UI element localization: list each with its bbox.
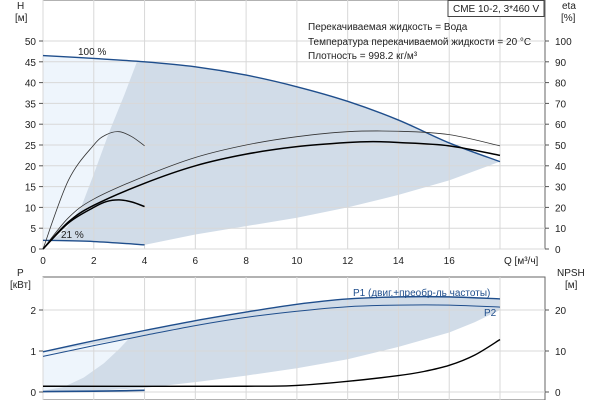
low-speed-area — [43, 55, 137, 241]
y2-tick-label: 20 — [555, 306, 567, 317]
y2-tick-label: 0 — [555, 388, 561, 399]
x-tick-label: 8 — [243, 256, 249, 267]
series-line-npsh — [42, 338, 501, 388]
y-axis-label-h: H — [17, 1, 24, 12]
y2-axis-label-npsh: NPSH — [557, 268, 585, 279]
y2-tick-label: 70 — [555, 99, 567, 110]
series-line-p-21- — [42, 389, 145, 393]
x-axis-label-q: Q [м³/ч] — [504, 256, 539, 267]
y2-tick-label: 100 — [555, 37, 572, 48]
series-line-eta-21-thin — [42, 131, 145, 250]
y-tick-label: 0 — [30, 245, 36, 256]
x-tick-label: 16 — [444, 256, 456, 267]
series-line-h-100- — [42, 54, 501, 163]
y2-tick-label: 80 — [555, 79, 567, 90]
y-tick-label: 10 — [25, 203, 37, 214]
y2-tick-label: 30 — [555, 183, 567, 194]
y2-axis-label-eta: eta — [562, 1, 576, 12]
title-box-text: CME 10-2, 3*460 V — [453, 4, 539, 15]
operating-range-area — [43, 296, 500, 392]
y-tick-label: 2 — [30, 306, 36, 317]
series-line-h-21- — [42, 239, 145, 246]
title-box — [447, 0, 545, 17]
head-efficiency-chart: 0510152025303540455001020304050607080901… — [25, 0, 572, 267]
y-tick-label: 0 — [30, 388, 36, 399]
series-line-eta-100-thick — [42, 140, 501, 250]
x-tick-label: 2 — [91, 256, 97, 267]
y-axis-label-p: P — [17, 268, 24, 279]
y-tick-label: 40 — [25, 79, 37, 90]
x-tick-label: 12 — [342, 256, 354, 267]
y2-tick-label: 40 — [555, 162, 567, 173]
series-line-eta-100-thin — [42, 130, 501, 250]
label-p1: P1 (двиг.+преобр-ль частоты) — [353, 287, 490, 299]
y2-tick-label: 90 — [555, 58, 567, 69]
y-tick-label: 20 — [25, 162, 37, 173]
y2-axis-unit-npsh: [м] — [565, 280, 578, 291]
x-tick-label: 0 — [40, 256, 46, 267]
y-tick-label: 50 — [25, 37, 37, 48]
y2-tick-label: 50 — [555, 141, 567, 152]
y-tick-label: 30 — [25, 120, 37, 131]
y-tick-label: 15 — [25, 183, 37, 194]
annotation-density: Плотность = 998.2 кг/м³ — [308, 51, 418, 62]
x-tick-label: 6 — [193, 256, 199, 267]
y-tick-label: 5 — [30, 224, 36, 235]
series-line-eta-21-thick — [42, 199, 145, 250]
y-tick-label: 25 — [25, 141, 37, 152]
y-axis-unit-h: [м] — [15, 13, 28, 24]
x-tick-label: 4 — [142, 256, 148, 267]
x-tick-label: 10 — [291, 256, 303, 267]
annotation-temperature: Температура перекачиваемой жидкости = 20… — [308, 37, 531, 48]
y-tick-label: 1 — [30, 347, 36, 358]
y2-tick-label: 10 — [555, 224, 567, 235]
y2-tick-label: 20 — [555, 203, 567, 214]
annotation-fluid: Перекачиваемая жидкость = Вода — [308, 22, 468, 33]
label-21-percent: 21 % — [61, 230, 84, 241]
series-line-p1 — [42, 295, 501, 353]
label-100-percent: 100 % — [78, 47, 106, 58]
y2-axis-unit-eta: [%] — [561, 13, 576, 24]
y2-tick-label: 0 — [555, 245, 561, 256]
y2-tick-label: 60 — [555, 120, 567, 131]
x-tick-label: 14 — [393, 256, 405, 267]
y-tick-label: 45 — [25, 58, 37, 69]
y-axis-unit-p: [кВт] — [10, 280, 31, 291]
y2-tick-label: 10 — [555, 347, 567, 358]
y-tick-label: 35 — [25, 99, 37, 110]
label-p2: P2 — [484, 308, 497, 319]
series-line-p2 — [42, 304, 501, 357]
